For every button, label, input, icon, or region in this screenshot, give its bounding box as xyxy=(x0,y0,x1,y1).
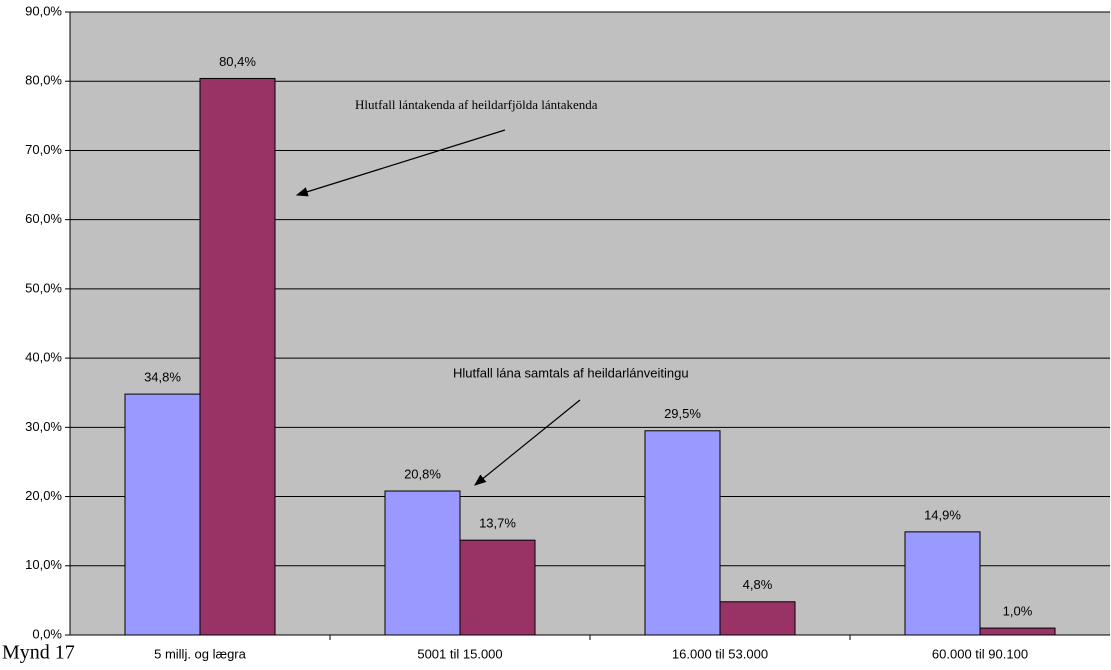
data-label: 34,8% xyxy=(144,370,181,385)
caption: Mynd 17 xyxy=(2,642,75,664)
y-tick-label: 60,0% xyxy=(25,211,62,226)
bar xyxy=(459,539,536,636)
y-tick-label: 80,0% xyxy=(25,73,62,88)
bar xyxy=(124,393,201,636)
x-tick-label: 5001 til 15.000 xyxy=(417,646,502,661)
y-tick-label: 90,0% xyxy=(25,3,62,18)
data-label: 4,8% xyxy=(743,577,773,592)
bar xyxy=(199,77,276,636)
x-tick-label: 5 millj. og lægra xyxy=(154,646,247,661)
arrow xyxy=(295,129,506,197)
y-tick-label: 30,0% xyxy=(25,419,62,434)
annotation: Hlutfall lántakenda af heildarfjölda lán… xyxy=(355,97,598,112)
data-label: 1,0% xyxy=(1003,604,1033,619)
data-label: 13,7% xyxy=(479,516,516,531)
x-tick-label: 60.000 til 90.100 xyxy=(932,646,1028,661)
arrow xyxy=(474,399,581,486)
bar xyxy=(719,601,796,636)
y-tick-label: 10,0% xyxy=(25,557,62,572)
y-tick-label: 70,0% xyxy=(25,142,62,157)
y-tick-label: 40,0% xyxy=(25,350,62,365)
data-label: 80,4% xyxy=(219,54,256,69)
plot-area: 0,0% 10,0% 20,0% 30,0% 40,0% 50,0% 60,0% 70,0% 8… xyxy=(25,3,1110,661)
annotation: Hlutfall lána samtals af heildarlánveiti… xyxy=(453,365,689,380)
x-tick-label: 16.000 til 53.000 xyxy=(672,646,768,661)
bar xyxy=(979,627,1056,636)
data-label: 14,9% xyxy=(924,507,961,522)
data-label: 29,5% xyxy=(664,406,701,421)
bar xyxy=(384,490,461,636)
bar xyxy=(904,531,981,636)
y-tick-label: 20,0% xyxy=(25,488,62,503)
bar xyxy=(644,430,721,636)
y-tick-label: 50,0% xyxy=(25,280,62,295)
data-label: 20,8% xyxy=(404,466,441,481)
y-tick-label: 0,0% xyxy=(32,626,62,641)
